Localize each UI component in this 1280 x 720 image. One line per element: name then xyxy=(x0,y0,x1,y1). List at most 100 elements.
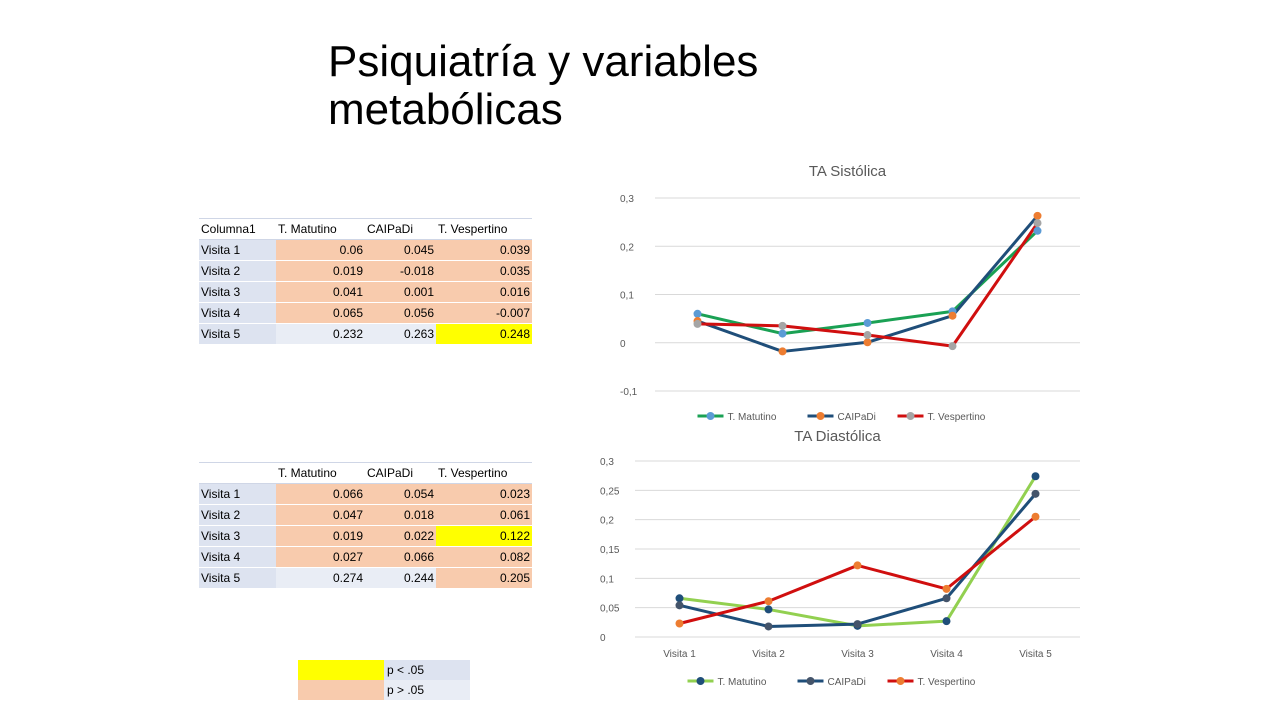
legend-label: CAIPaDi xyxy=(838,412,876,423)
table-sistolica: Columna1 T. Matutino CAIPaDi T. Vesperti… xyxy=(199,218,532,345)
table-cell: 0.061 xyxy=(436,504,532,526)
significance-legend: p < .05 p > .05 xyxy=(298,660,470,700)
row-label: Visita 4 xyxy=(199,546,276,568)
series-line xyxy=(697,222,1039,348)
row-label: Visita 5 xyxy=(199,567,276,589)
table-cell: 0.274 xyxy=(276,567,365,589)
row-label: Visita 2 xyxy=(199,504,276,526)
table-cell: 0.054 xyxy=(365,483,436,505)
table-cell: 0.027 xyxy=(276,546,365,568)
data-point xyxy=(693,309,702,318)
legend-swatch-ns xyxy=(298,680,384,700)
data-point xyxy=(1031,489,1040,498)
data-point xyxy=(863,338,872,347)
data-point xyxy=(675,601,684,610)
table-header-cell xyxy=(199,462,276,484)
data-point xyxy=(778,329,787,338)
table-cell: 0.056 xyxy=(365,302,436,324)
y-tick-label: 0,1 xyxy=(600,574,614,585)
data-point xyxy=(1033,226,1042,235)
table-cell: 0.039 xyxy=(436,239,532,261)
slide-title: Psiquiatría y variables metabólicas xyxy=(328,38,928,134)
legend-label: T. Vespertino xyxy=(928,412,986,423)
table-row: Visita 2 0.047 0.018 0.061 xyxy=(199,504,532,526)
x-tick-label: Visita 2 xyxy=(752,649,785,660)
data-point xyxy=(853,561,862,570)
data-point xyxy=(764,597,773,606)
y-tick-label: 0,3 xyxy=(620,194,634,205)
y-tick-label: 0,25 xyxy=(600,486,620,497)
table-cell: 0.045 xyxy=(365,239,436,261)
row-label: Visita 2 xyxy=(199,260,276,282)
legend-label: CAIPaDi xyxy=(828,677,866,688)
data-point xyxy=(942,594,951,603)
table-header-cell: CAIPaDi xyxy=(365,218,436,240)
data-point xyxy=(1033,211,1042,220)
table-cell: 0.065 xyxy=(276,302,365,324)
legend-swatch-sig xyxy=(298,660,384,680)
chart-title: TA Diastólica xyxy=(794,428,881,445)
table-cell: 0.082 xyxy=(436,546,532,568)
row-label: Visita 4 xyxy=(199,302,276,324)
x-tick-label: Visita 3 xyxy=(841,649,874,660)
table-cell: 0.023 xyxy=(436,483,532,505)
slide-title-line-2: metabólicas xyxy=(328,85,563,134)
table-row: Visita 4 0.065 0.056 -0.007 xyxy=(199,302,532,324)
table-row: Visita 3 0.041 0.001 0.016 xyxy=(199,281,532,303)
series-line xyxy=(679,475,1037,628)
table-cell: -0.007 xyxy=(436,302,532,324)
table-cell: 0.019 xyxy=(276,260,365,282)
table-header-cell: T. Vespertino xyxy=(436,218,532,240)
legend-marker xyxy=(816,412,825,420)
table-row: Visita 5 0.274 0.244 0.205 xyxy=(199,567,532,589)
y-tick-label: 0,15 xyxy=(600,545,620,556)
legend-label: T. Matutino xyxy=(728,412,777,423)
table-cell: 0.047 xyxy=(276,504,365,526)
table-cell: 0.001 xyxy=(365,281,436,303)
data-point xyxy=(764,605,773,614)
table-row: Visita 5 0.232 0.263 0.248 xyxy=(199,323,532,345)
row-label: Visita 3 xyxy=(199,525,276,547)
data-point xyxy=(853,620,862,629)
y-tick-label: 0 xyxy=(620,339,626,350)
table-cell: 0.263 xyxy=(365,323,436,345)
data-point xyxy=(1031,512,1040,521)
table-header-row: T. Matutino CAIPaDi T. Vespertino xyxy=(199,462,532,484)
slide-title-line-1: Psiquiatría y variables xyxy=(328,37,759,86)
y-tick-label: 0,2 xyxy=(620,242,634,253)
table-cell: 0.06 xyxy=(276,239,365,261)
legend-marker xyxy=(906,412,915,420)
table-cell: -0.018 xyxy=(365,260,436,282)
data-point xyxy=(942,617,951,626)
chart-ta-diastolica: TA Diastólica 0 0,05 0,1 0,15 0,2 0,25 0,3 Visit… xyxy=(600,428,1080,688)
data-point xyxy=(675,594,684,603)
table-cell: 0.248 xyxy=(436,323,532,345)
table-row: Visita 4 0.027 0.066 0.082 xyxy=(199,546,532,568)
table-cell: 0.066 xyxy=(276,483,365,505)
chart-ta-sistolica: TA Sistólica -0,1 0 0,1 0,2 0,3 T. Matutino CAI… xyxy=(620,163,1080,423)
table-row: Visita 1 0.06 0.045 0.039 xyxy=(199,239,532,261)
legend-label: p < .05 xyxy=(384,660,470,680)
x-tick-label: Visita 4 xyxy=(930,649,963,660)
table-header-cell: Columna1 xyxy=(199,218,276,240)
table-cell: 0.018 xyxy=(365,504,436,526)
legend-marker xyxy=(696,677,705,685)
data-point xyxy=(764,622,773,631)
data-point xyxy=(863,331,872,340)
legend-marker xyxy=(806,677,815,685)
data-point xyxy=(948,311,957,320)
data-point xyxy=(1033,219,1042,228)
row-label: Visita 1 xyxy=(199,483,276,505)
data-point xyxy=(1031,472,1040,481)
table-row: Visita 2 0.019 -0.018 0.035 xyxy=(199,260,532,282)
row-label: Visita 5 xyxy=(199,323,276,345)
table-cell: 0.035 xyxy=(436,260,532,282)
y-tick-label: -0,1 xyxy=(620,387,638,398)
data-point xyxy=(778,321,787,330)
y-tick-label: 0,3 xyxy=(600,457,614,468)
data-point xyxy=(863,318,872,327)
data-point xyxy=(693,319,702,328)
table-cell: 0.041 xyxy=(276,281,365,303)
data-point xyxy=(942,584,951,593)
table-cell: 0.016 xyxy=(436,281,532,303)
